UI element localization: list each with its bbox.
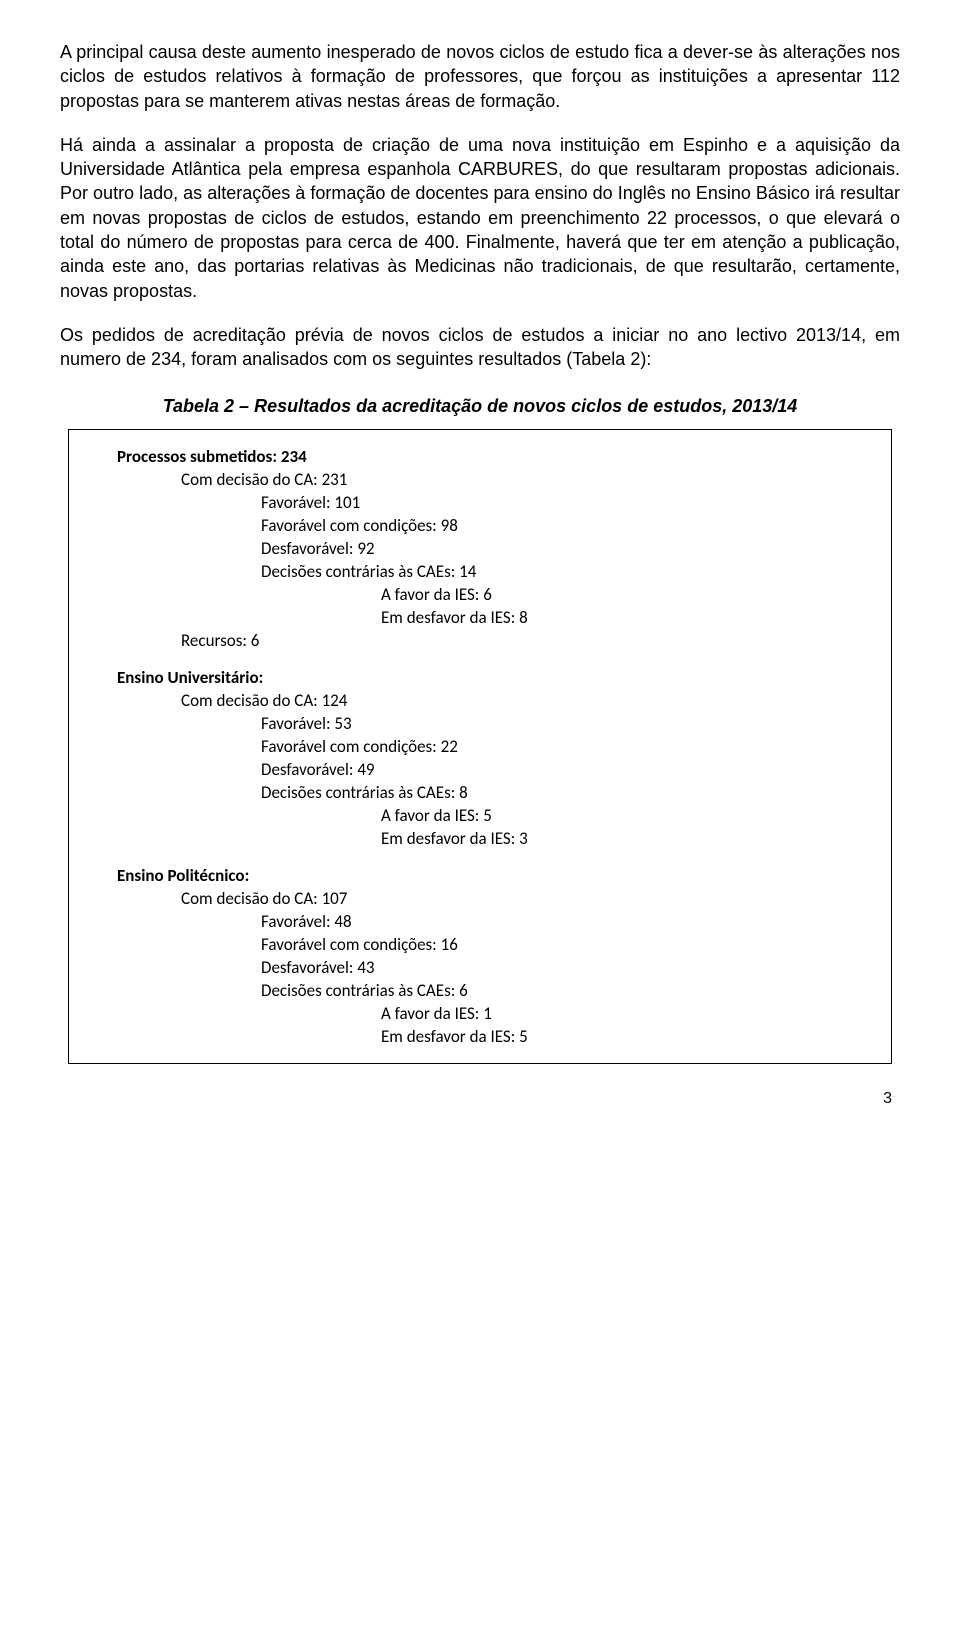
total-decisao: Com decisão do CA: 231: [181, 469, 869, 490]
poli-afavor-ies: A favor da IES: 1: [381, 1003, 869, 1024]
total-contrarias: Decisões contrárias às CAEs: 14: [261, 561, 869, 582]
poli-desfavor-ies: Em desfavor da IES: 5: [381, 1026, 869, 1047]
univ-desfavor-ies: Em desfavor da IES: 3: [381, 828, 869, 849]
paragraph-3: Os pedidos de acreditação prévia de novo…: [60, 323, 900, 372]
univ-favoravel: Favorável: 53: [261, 713, 869, 734]
poli-desfavoravel: Desfavorável: 43: [261, 957, 869, 978]
univ-afavor-ies: A favor da IES: 5: [381, 805, 869, 826]
total-desfavor-ies: Em desfavor da IES: 8: [381, 607, 869, 628]
table-title: Tabela 2 – Resultados da acreditação de …: [60, 396, 900, 417]
univ-contrarias: Decisões contrárias às CAEs: 8: [261, 782, 869, 803]
results-box: Processos submetidos: 234 Com decisão do…: [68, 429, 892, 1064]
poli-favoravel-cond: Favorável com condições: 16: [261, 934, 869, 955]
univ-desfavoravel: Desfavorável: 49: [261, 759, 869, 780]
poli-contrarias: Decisões contrárias às CAEs: 6: [261, 980, 869, 1001]
univ-title: Ensino Universitário:: [117, 667, 869, 688]
univ-favoravel-cond: Favorável com condições: 22: [261, 736, 869, 757]
poli-title: Ensino Politécnico:: [117, 865, 869, 886]
poli-decisao: Com decisão do CA: 107: [181, 888, 869, 909]
total-recursos: Recursos: 6: [181, 630, 869, 651]
total-desfavoravel: Desfavorável: 92: [261, 538, 869, 559]
page-number: 3: [60, 1090, 900, 1108]
total-favoravel-cond: Favorável com condições: 98: [261, 515, 869, 536]
univ-decisao: Com decisão do CA: 124: [181, 690, 869, 711]
total-favoravel: Favorável: 101: [261, 492, 869, 513]
paragraph-2: Há ainda a assinalar a proposta de criaç…: [60, 133, 900, 303]
processos-submetidos: Processos submetidos: 234: [117, 446, 869, 467]
paragraph-1: A principal causa deste aumento inespera…: [60, 40, 900, 113]
poli-favoravel: Favorável: 48: [261, 911, 869, 932]
total-afavor-ies: A favor da IES: 6: [381, 584, 869, 605]
